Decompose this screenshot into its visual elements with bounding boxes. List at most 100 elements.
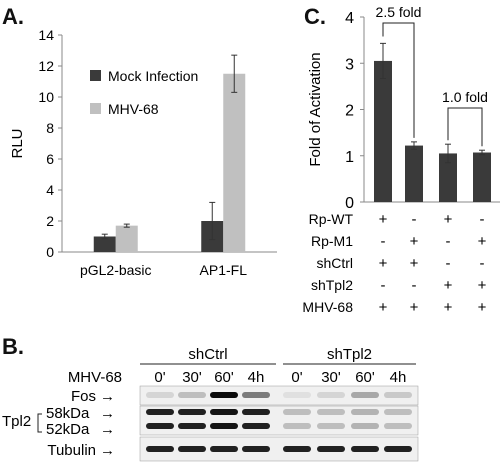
a-y-tick-label: 4 — [46, 182, 54, 198]
c-y-tick-label: 3 — [345, 56, 354, 73]
arrow-icon: → — [100, 442, 115, 459]
a-legend-label: MHV-68 — [108, 101, 159, 117]
a-y-tick-label: 10 — [38, 89, 54, 105]
a-y-tick-label: 12 — [38, 58, 54, 74]
c-condition-mark: + — [379, 211, 388, 228]
c-condition-mark: - — [381, 233, 386, 250]
blot-band-tubulin — [210, 446, 238, 452]
blot-band-tubulin — [384, 446, 412, 452]
blot-row-label-fos: Fos — [71, 388, 96, 405]
blot-band-tpl2 — [210, 423, 238, 429]
blot-band-tpl2 — [317, 423, 345, 429]
c-condition-label: MHV-68 — [302, 299, 353, 315]
c-fold-bracket — [382, 22, 415, 138]
blot-size-52: 52kDa — [46, 421, 90, 438]
blot-band-tpl2 — [210, 409, 238, 415]
c-condition-mark: + — [410, 255, 419, 272]
c-bar — [405, 145, 423, 202]
c-condition-mark: - — [480, 255, 485, 272]
blot-band-fos — [317, 392, 345, 398]
blot-band-fos — [242, 392, 270, 398]
c-condition-mark: + — [478, 233, 487, 250]
blot-band-tpl2 — [384, 423, 412, 429]
blot-band-fos — [351, 392, 379, 398]
c-condition-label: shTpl2 — [311, 277, 353, 293]
c-bar — [473, 152, 491, 202]
c-y-tick-label: 4 — [345, 10, 354, 27]
blot-band-tubulin — [317, 446, 345, 452]
c-fold-label: 2.5 fold — [376, 4, 422, 20]
a-y-tick-label: 2 — [46, 213, 54, 229]
a-y-tick-label: 6 — [46, 151, 54, 167]
a-bar-mhv — [223, 73, 246, 252]
c-condition-mark: + — [478, 277, 487, 294]
c-y-tick-label: 0 — [345, 195, 354, 212]
blot-band-tpl2 — [146, 409, 174, 415]
arrow-icon: → — [100, 421, 115, 438]
a-y-tick-label: 8 — [46, 120, 54, 136]
blot-group-label: shCtrl — [188, 346, 227, 363]
c-condition-mark: + — [444, 299, 453, 316]
blot-timepoint: 60' — [355, 369, 375, 386]
blot-band-tubulin — [242, 446, 270, 452]
c-fold-bracket — [447, 107, 483, 147]
blot-group-label: shTpl2 — [327, 346, 372, 363]
blot-timepoint: 30' — [182, 369, 202, 386]
a-x-tick-label: AP1-FL — [200, 262, 248, 278]
c-condition-mark: + — [410, 233, 419, 250]
c-y-axis-title: Fold of Activation — [307, 52, 324, 166]
blot-band-tpl2 — [351, 423, 379, 429]
blot-band-tpl2 — [178, 423, 206, 429]
c-condition-mark: - — [412, 277, 417, 294]
blot-row-label-tubulin: Tubulin — [47, 442, 96, 459]
blot-band-tpl2 — [351, 409, 379, 415]
c-bar — [439, 153, 457, 202]
c-condition-mark: + — [379, 299, 388, 316]
c-y-tick-label: 2 — [345, 103, 354, 120]
c-condition-label: Rp-WT — [309, 211, 354, 227]
c-condition-mark: - — [446, 233, 451, 250]
panel-label-b: B. — [2, 334, 24, 359]
a-legend-swatch — [90, 103, 101, 114]
blot-band-tpl2 — [317, 409, 345, 415]
blot-band-tpl2 — [178, 409, 206, 415]
a-y-axis-title: RLU — [9, 128, 26, 158]
blot-band-fos — [178, 392, 206, 398]
chart-c-fold-activation-bar-chart: 0 1 2 3 4 Fold of Activation 2.5 fold 1.0 fold R… — [302, 4, 500, 316]
blot-size-58: 58kDa — [46, 405, 90, 422]
c-condition-mark: + — [444, 211, 453, 228]
blot-band-tpl2 — [283, 409, 311, 415]
c-condition-mark: + — [444, 277, 453, 294]
c-condition-label: Rp-M1 — [311, 233, 353, 249]
a-x-tick-label: pGL2-basic — [80, 262, 152, 278]
c-condition-mark: + — [379, 255, 388, 272]
blot-strip-fos — [139, 385, 419, 406]
blot-band-fos — [384, 392, 412, 398]
panel-label-a: A. — [2, 4, 24, 29]
a-y-tick-label: 0 — [46, 244, 54, 260]
c-condition-label: shCtrl — [316, 255, 353, 271]
blot-timepoint: 4h — [248, 369, 265, 386]
c-fold-label: 1.0 fold — [442, 89, 488, 105]
c-condition-mark: + — [410, 299, 419, 316]
c-y-tick-label: 1 — [345, 149, 354, 166]
a-y-tick-label: 14 — [38, 27, 54, 43]
blot-band-tubulin — [351, 446, 379, 452]
blot-band-fos — [210, 392, 238, 398]
blot-band-tpl2 — [146, 423, 174, 429]
c-condition-mark: - — [446, 255, 451, 272]
blot-band-tpl2 — [242, 409, 270, 415]
c-condition-mark: + — [478, 299, 487, 316]
c-condition-mark: - — [480, 211, 485, 228]
c-bar — [374, 60, 392, 202]
a-bar-mhv — [115, 225, 138, 252]
blot-band-tubulin — [178, 446, 206, 452]
blot-band-fos — [283, 392, 311, 398]
blot-timepoint: 30' — [321, 369, 341, 386]
blot-time-label: MHV-68 — [68, 369, 122, 386]
tpl2-bracket — [37, 413, 42, 433]
panel-label-c: C. — [304, 4, 326, 29]
blot-band-tpl2 — [384, 409, 412, 415]
blot-band-fos — [146, 392, 174, 398]
